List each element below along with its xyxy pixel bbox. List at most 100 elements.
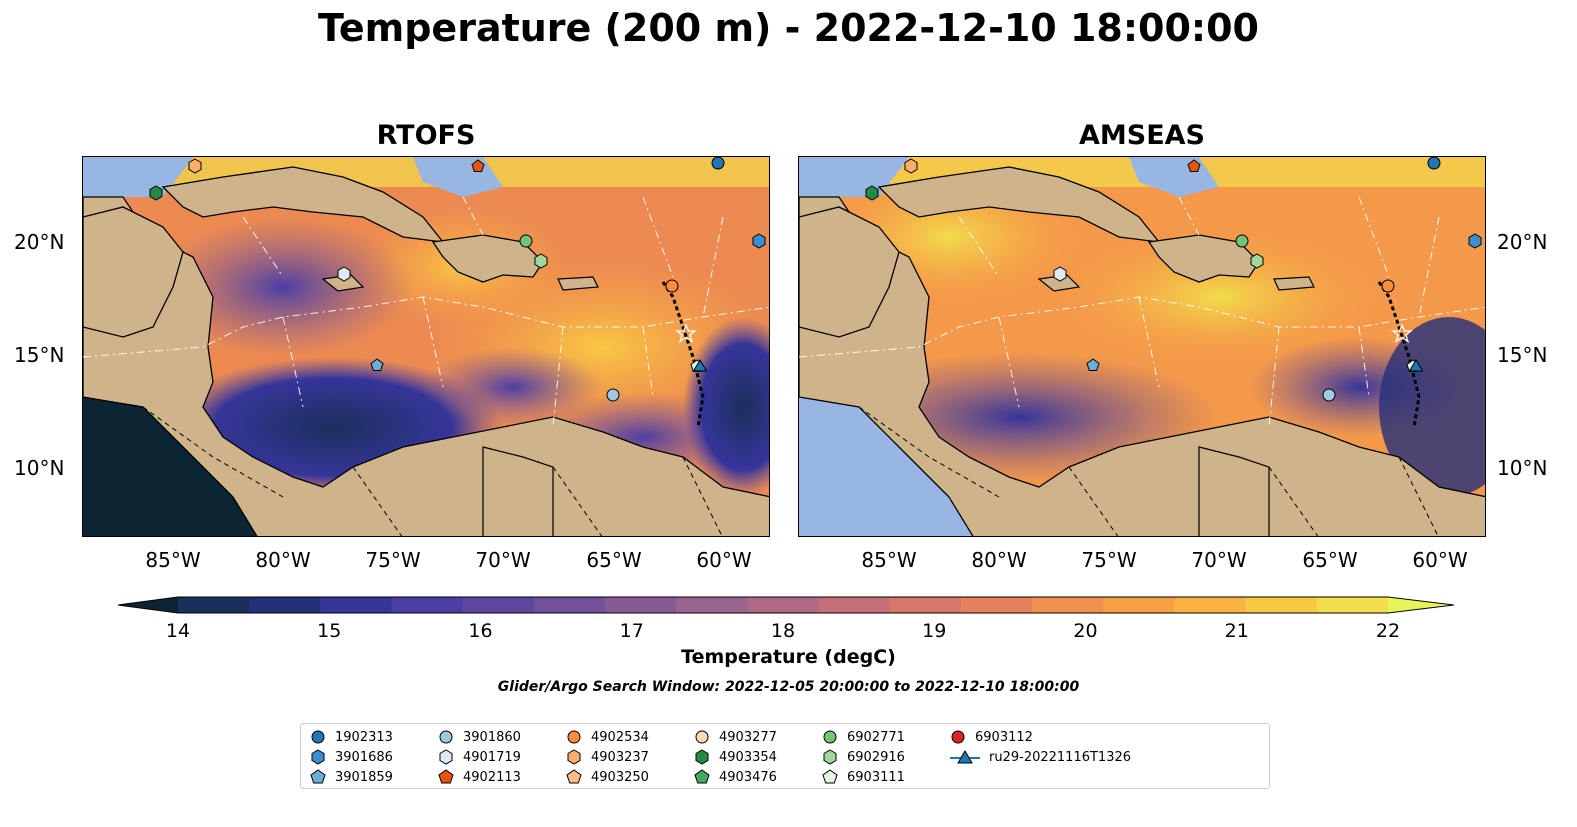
legend-label: 1902313 — [335, 729, 393, 745]
colorbar-tick-label: 20 — [1073, 620, 1098, 642]
legend-label: 4903354 — [719, 749, 777, 765]
colorbar-tick-label: 15 — [317, 620, 342, 642]
panel-title-amseas: AMSEAS — [1079, 120, 1205, 151]
colorbar-segment — [462, 597, 535, 613]
colorbar-segment — [1316, 597, 1389, 613]
legend-item: 4901719 — [437, 747, 521, 767]
x-tick-label: 60°W — [696, 548, 752, 572]
y-tick-label-left: 20°N — [14, 230, 65, 254]
x-tick-label: 60°W — [1412, 548, 1468, 572]
y-tick-label-left: 15°N — [14, 343, 65, 367]
circle-marker-icon — [823, 730, 837, 744]
x-tick-label: 75°W — [1081, 548, 1137, 572]
colorbar-extend-over — [1388, 597, 1454, 613]
legend-item: 4903237 — [565, 747, 649, 767]
legend-label: 4902113 — [463, 769, 521, 785]
colorbar-segment — [1103, 597, 1175, 613]
x-tick-label: 85°W — [145, 548, 201, 572]
legend-item: 4903354 — [693, 747, 777, 767]
main-title: Temperature (200 m) - 2022-12-10 18:00:0… — [317, 6, 1259, 50]
colorbar-segment — [1245, 597, 1318, 613]
x-tick-label: 85°W — [861, 548, 917, 572]
legend-item: ru29-20221116T1326 — [949, 747, 1131, 767]
colorbar-segment — [676, 597, 748, 613]
colorbar-segment — [1032, 597, 1104, 613]
legend-item: 6902916 — [821, 747, 905, 767]
colorbar-segment — [391, 597, 464, 613]
pentagon-marker-icon — [310, 769, 326, 784]
legend-item: 4903250 — [565, 767, 649, 787]
colorbar-tick-label: 19 — [922, 620, 947, 642]
legend-item: 6903111 — [821, 767, 905, 787]
pentagon-marker-icon — [822, 769, 838, 784]
colorbar-segment — [605, 597, 677, 613]
hexagon-marker-icon — [439, 749, 453, 765]
legend-item: 4903277 — [693, 727, 777, 747]
colorbar-segment — [1174, 597, 1247, 613]
legend-item: 3901860 — [437, 727, 521, 747]
legend-label: 4903250 — [591, 769, 649, 785]
amseas-field — [799, 157, 1485, 536]
hexagon-marker-icon — [567, 749, 581, 765]
legend-label: 4902534 — [591, 729, 649, 745]
hexagon-marker-icon — [823, 749, 837, 765]
colorbar-segment — [818, 597, 891, 613]
map-panel-rtofs — [82, 156, 770, 537]
legend-item: 4902113 — [437, 767, 521, 787]
colorbar-segment — [889, 597, 962, 613]
legend-label: 6903112 — [975, 729, 1033, 745]
x-tick-label: 70°W — [1191, 548, 1247, 572]
colorbar-tick-label: 18 — [770, 620, 796, 642]
x-tick-label: 65°W — [1302, 548, 1358, 572]
colorbar-segment — [533, 597, 606, 613]
legend-item: 1902313 — [309, 727, 393, 747]
x-tick-label: 75°W — [365, 548, 421, 572]
pentagon-marker-icon — [566, 769, 582, 784]
hexagon-marker-icon — [695, 749, 709, 765]
legend-label: 6902916 — [847, 749, 905, 765]
colorbar-tick-label: 22 — [1375, 620, 1401, 642]
circle-marker-icon — [695, 730, 709, 744]
legend-item: 3901686 — [309, 747, 393, 767]
pentagon-marker-icon — [438, 769, 454, 784]
legend-label: 4903277 — [719, 729, 777, 745]
legend-label: ru29-20221116T1326 — [989, 749, 1132, 765]
circle-marker-icon — [439, 730, 453, 744]
legend-label: 4903237 — [591, 749, 649, 765]
colorbar — [117, 593, 1455, 617]
y-tick-label-right: 20°N — [1497, 230, 1548, 254]
legend-label: 6903111 — [847, 769, 905, 785]
colorbar-segment — [320, 597, 393, 613]
y-tick-label-right: 15°N — [1497, 343, 1548, 367]
x-tick-label: 65°W — [586, 548, 642, 572]
x-tick-label: 80°W — [255, 548, 311, 572]
legend: 1902313 3901686 3901859 3901860 4901719 49021… — [300, 723, 1270, 789]
legend-label: 4901719 — [463, 749, 521, 765]
circle-marker-icon — [311, 730, 325, 744]
legend-item: 6902771 — [821, 727, 905, 747]
x-tick-label: 80°W — [971, 548, 1027, 572]
legend-label: 3901860 — [463, 729, 521, 745]
legend-item: 3901859 — [309, 767, 393, 787]
legend-item: 6903112 — [949, 727, 1033, 747]
circle-marker-icon — [567, 730, 581, 744]
map-panel-amseas — [798, 156, 1486, 537]
colorbar-tick-label: 14 — [165, 620, 191, 642]
hexagon-marker-icon — [311, 749, 325, 765]
panel-title-rtofs: RTOFS — [376, 120, 476, 151]
colorbar-label: Temperature (degC) — [681, 646, 896, 668]
x-tick-label: 70°W — [475, 548, 531, 572]
rtofs-field — [83, 157, 769, 536]
legend-item: 4903476 — [693, 767, 777, 787]
legend-label: 3901859 — [335, 769, 393, 785]
y-tick-label-left: 10°N — [14, 456, 65, 480]
colorbar-segment — [960, 597, 1033, 613]
search-window-text: Glider/Argo Search Window: 2022-12-05 20… — [497, 679, 1080, 695]
legend-label: 4903476 — [719, 769, 777, 785]
pentagon-marker-icon — [694, 769, 710, 784]
y-tick-label-right: 10°N — [1497, 456, 1548, 480]
colorbar-tick-label: 21 — [1224, 620, 1249, 642]
colorbar-segment — [747, 597, 820, 613]
colorbar-tick-label: 16 — [468, 620, 493, 642]
colorbar-extend-under — [118, 597, 178, 613]
